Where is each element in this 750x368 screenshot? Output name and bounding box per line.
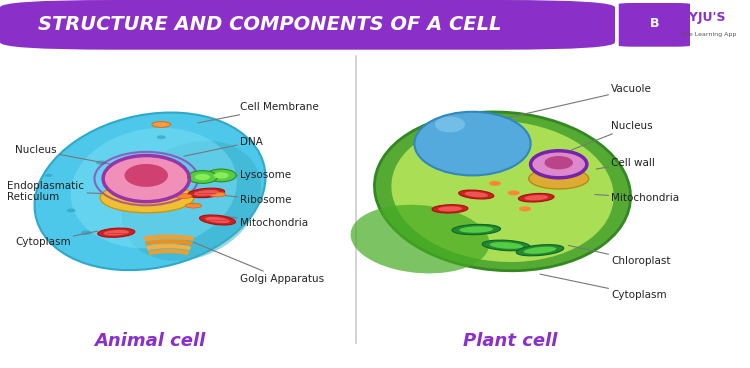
Text: Lysosome: Lysosome [220,170,291,180]
Ellipse shape [200,215,236,225]
Text: Cytoplasm: Cytoplasm [540,274,667,300]
Text: Golgi Apparatus: Golgi Apparatus [194,242,324,284]
Ellipse shape [206,217,230,223]
Ellipse shape [460,226,493,233]
Text: Cell Membrane: Cell Membrane [198,102,319,123]
Ellipse shape [490,242,523,249]
Text: The Learning App: The Learning App [681,32,736,37]
Ellipse shape [432,205,468,213]
Text: STRUCTURE AND COMPONENTS OF A CELL: STRUCTURE AND COMPONENTS OF A CELL [38,15,501,34]
Circle shape [508,190,520,195]
FancyBboxPatch shape [619,3,690,47]
Circle shape [96,160,106,165]
Ellipse shape [524,247,556,254]
Ellipse shape [414,112,531,176]
Text: Mitochondria: Mitochondria [595,193,680,203]
Ellipse shape [176,194,192,198]
Ellipse shape [152,121,170,127]
Text: Nucleus: Nucleus [572,121,652,150]
Ellipse shape [188,188,224,198]
Circle shape [67,209,76,212]
Ellipse shape [103,156,189,202]
Circle shape [81,230,92,235]
Ellipse shape [98,228,135,237]
Text: B: B [650,17,659,30]
Ellipse shape [209,192,226,197]
Ellipse shape [464,192,488,197]
Ellipse shape [518,194,554,202]
Ellipse shape [70,128,237,248]
Ellipse shape [350,205,490,273]
Ellipse shape [452,224,500,235]
Ellipse shape [516,245,564,256]
Circle shape [206,169,236,182]
Ellipse shape [374,112,631,271]
Ellipse shape [100,183,194,213]
Circle shape [45,174,53,177]
Text: Plant cell: Plant cell [463,332,557,350]
Circle shape [214,172,229,178]
Text: Chloroplast: Chloroplast [568,245,670,266]
Circle shape [489,181,501,186]
Text: Nucleus: Nucleus [15,145,145,171]
Text: BYJU'S: BYJU'S [681,11,727,24]
Ellipse shape [531,151,586,178]
Ellipse shape [544,156,573,169]
Ellipse shape [104,230,129,236]
Ellipse shape [529,168,589,189]
Ellipse shape [185,203,202,208]
Ellipse shape [122,141,261,261]
Ellipse shape [482,240,530,251]
Circle shape [157,135,166,139]
Ellipse shape [392,121,614,262]
Ellipse shape [524,195,548,200]
Text: Endoplasmatic
Reticulum: Endoplasmatic Reticulum [8,181,128,202]
Ellipse shape [124,164,168,187]
Text: Ribosome: Ribosome [215,195,292,205]
Text: Cytoplasm: Cytoplasm [15,231,98,247]
Text: Mitochondria: Mitochondria [217,215,308,228]
Ellipse shape [34,113,266,270]
Ellipse shape [435,117,465,132]
Circle shape [188,171,218,183]
Circle shape [195,174,210,180]
Text: Cell wall: Cell wall [596,158,656,169]
Text: DNA: DNA [184,137,262,156]
Circle shape [519,206,531,211]
Text: Animal cell: Animal cell [94,332,206,350]
Ellipse shape [438,206,462,211]
Ellipse shape [459,190,494,199]
FancyBboxPatch shape [0,0,615,50]
Text: Vacuole: Vacuole [506,85,652,118]
Circle shape [178,240,190,245]
Ellipse shape [194,190,219,196]
